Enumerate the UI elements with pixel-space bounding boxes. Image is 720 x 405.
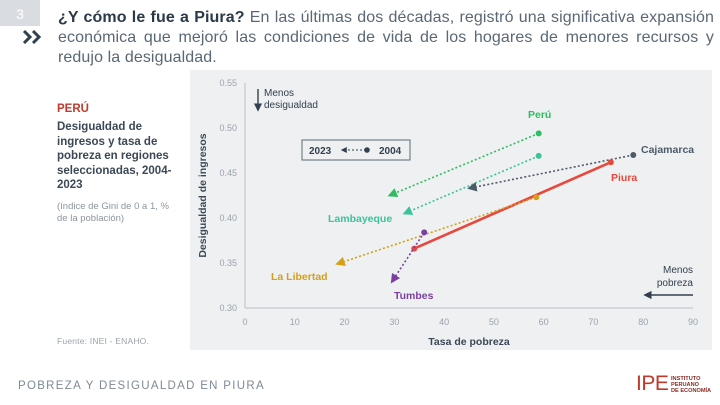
x-tick-label: 90	[688, 317, 698, 327]
chart-region: PERÚ	[57, 103, 89, 115]
series-point-2004-lambayeque	[535, 152, 542, 159]
slide-heading: ¿Y cómo le fue a Piura? En las últimas d…	[58, 8, 714, 68]
series-label-lambayeque: Lambayeque	[328, 213, 392, 225]
series-point-2004-piura	[607, 159, 614, 166]
series-label-per-: Perú	[528, 109, 551, 121]
series-line-tumbes	[390, 231, 425, 284]
legend-from-year: 2023	[309, 146, 332, 157]
chart-area	[190, 70, 712, 350]
x-tick-label: 30	[389, 317, 399, 327]
legend-dot	[364, 147, 370, 153]
chart-source: Fuente: INEI - ENAHO.	[57, 336, 150, 346]
series-point-2004-tumbes	[421, 229, 428, 236]
x-tick-label: 80	[638, 317, 648, 327]
annotation-top-line1: Menos	[264, 88, 294, 99]
x-tick-label: 0	[242, 317, 247, 327]
heading-bold: ¿Y cómo le fue a Piura?	[58, 9, 245, 26]
series-label-la-libertad: La Libertad	[271, 271, 328, 283]
x-tick-label: 60	[539, 317, 549, 327]
y-tick-label: 0.35	[219, 258, 237, 268]
series-label-cajamarca: Cajamarca	[641, 144, 694, 156]
annotation-right-line1: Menos	[663, 265, 693, 276]
chevrons-icon	[22, 30, 42, 44]
x-axis-title: Tasa de pobreza	[428, 336, 510, 348]
logo-subtitle: INSTITUTO PERUANO DE ECONOMÍA	[671, 376, 712, 395]
series-point-2004-cajamarca	[630, 152, 637, 158]
footer-title: POBREZA Y DESIGUALDAD EN PIURA	[18, 380, 265, 392]
series-line-cajamarca	[467, 154, 634, 192]
series-point-2004-per-	[535, 130, 542, 137]
chart-units-note: (índice de Gini de 0 a 1, % de la poblac…	[57, 201, 169, 224]
ipe-logo: IPE INSTITUTO PERUANO DE ECONOMÍA	[636, 372, 716, 399]
series-point-2004-la-libertad	[533, 194, 540, 201]
page-number: 3	[0, 0, 40, 26]
series-line-la-libertad	[335, 196, 537, 267]
y-tick-label: 0.30	[219, 303, 237, 313]
chart-title: Desigualdad de ingresos y tasa de pobrez…	[57, 121, 172, 191]
legend-box	[301, 139, 411, 161]
x-tick-label: 10	[290, 317, 300, 327]
series-line-piura	[413, 161, 612, 250]
heading-text: En las últimas dos décadas, registró una…	[58, 9, 714, 66]
logo-mark: IPE	[636, 372, 669, 395]
annotation-top-line2: desigualdad	[264, 100, 318, 111]
series-line-per-	[387, 132, 539, 197]
series-line-lambayeque	[402, 155, 540, 215]
x-tick-label: 70	[588, 317, 598, 327]
x-tick-label: 40	[439, 317, 449, 327]
series-label-piura: Piura	[611, 172, 637, 184]
y-tick-label: 0.55	[219, 78, 237, 88]
x-tick-label: 50	[489, 317, 499, 327]
y-tick-label: 0.40	[219, 213, 237, 223]
series-label-tumbes: Tumbes	[394, 290, 434, 302]
y-axis-title: Desigualdad de ingresos	[197, 133, 209, 257]
annotation-right-line2: pobreza	[657, 278, 694, 289]
x-tick-label: 20	[340, 317, 350, 327]
y-tick-label: 0.45	[219, 168, 237, 178]
y-tick-label: 0.50	[219, 123, 237, 133]
legend-to-year: 2004	[379, 146, 402, 157]
